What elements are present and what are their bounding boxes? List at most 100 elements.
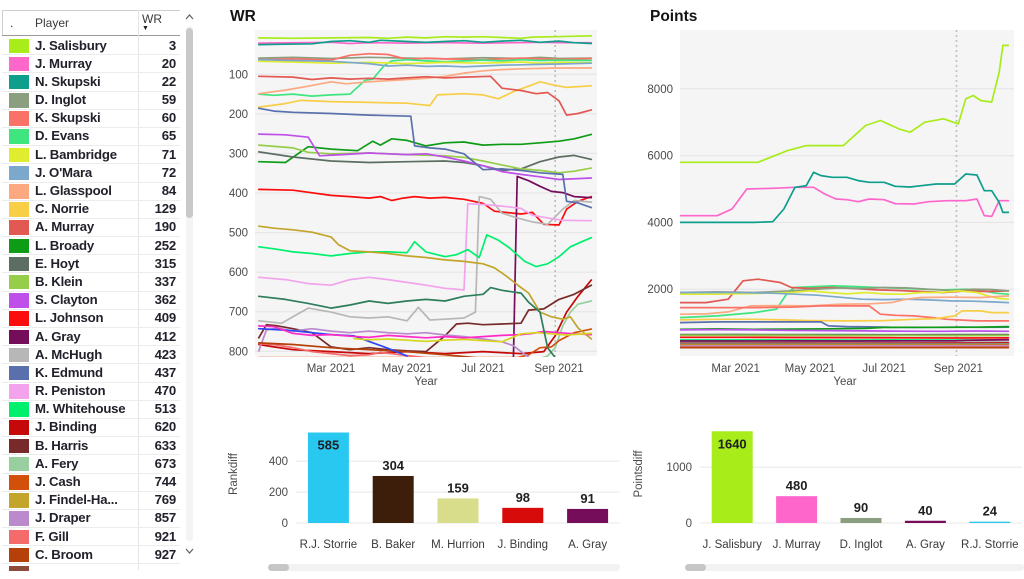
table-row[interactable]: D. Evans 65	[2, 128, 180, 147]
series-line-a-fery[interactable]	[259, 300, 593, 358]
rankdiff-scrollbar[interactable]	[268, 564, 620, 571]
series-line-c-norrie[interactable]	[257, 80, 593, 108]
bar-d-inglot[interactable]	[840, 517, 882, 523]
series-line-unnamed[interactable]	[352, 331, 593, 343]
series-line-k-skupski[interactable]	[680, 305, 1010, 322]
bar-j-salisbury[interactable]	[711, 431, 753, 523]
player-color-chip	[9, 493, 29, 508]
table-row[interactable]: K. Edmund 437	[2, 364, 180, 383]
series-line-c-norrie[interactable]	[680, 310, 1010, 322]
series-line-j-binding[interactable]	[257, 279, 593, 355]
series-line-l-johnson[interactable]	[257, 188, 593, 226]
table-row[interactable]	[2, 564, 180, 571]
scrollbar-thumb[interactable]	[186, 28, 193, 218]
series-line-j-murray[interactable]	[680, 186, 1010, 218]
series-line-l-bambridge[interactable]	[257, 60, 593, 65]
table-row[interactable]: C. Norrie 129	[2, 201, 180, 219]
series-line-j-salisbury[interactable]	[680, 44, 1010, 164]
series-line-l-broady[interactable]	[257, 133, 593, 164]
rankdiff-scrollbar-thumb[interactable]	[268, 564, 289, 571]
table-row[interactable]: L. Glasspool 84	[2, 183, 180, 201]
table-row[interactable]: J. Draper 857	[2, 510, 180, 529]
series-line-s-clayton[interactable]	[680, 328, 1010, 333]
rankdiff-bar-chart[interactable]: 0 200 400 585 R.J. Storrie 304 B. Baker 159 M. H…	[250, 420, 620, 565]
series-line-s-clayton[interactable]	[257, 133, 593, 181]
series-line-l-glasspool[interactable]	[257, 67, 593, 95]
series-line-a-murray[interactable]	[257, 75, 593, 116]
series-line-m-whitehouse[interactable]	[257, 234, 593, 268]
series-line-a-gray[interactable]	[259, 175, 593, 359]
bar-a-gray[interactable]	[904, 520, 946, 523]
table-border	[2, 10, 3, 36]
bar-r-j-storrie[interactable]	[969, 521, 1011, 523]
table-row[interactable]: J. Findel-Ha... 769	[2, 492, 180, 510]
table-row[interactable]: L. Broady 252	[2, 237, 180, 256]
table-row[interactable]: B. Harris 633	[2, 437, 180, 456]
pointsdiff-bar-chart[interactable]: 0 1000 1640 J. Salisbury 480 J. Murray 90 D. In…	[655, 420, 1024, 565]
table-row[interactable]: S. Clayton 362	[2, 292, 180, 310]
bar-j-binding[interactable]	[502, 507, 544, 523]
pointsdiff-scrollbar[interactable]	[685, 564, 1024, 571]
points-line-chart[interactable]: 2000 4000 6000 8000 Mar 2021 May 2021 Jul 2021…	[635, 26, 1024, 376]
table-row[interactable]: K. Skupski 60	[2, 110, 180, 128]
series-line-c-broom[interactable]	[257, 342, 477, 358]
column-header-player[interactable]: Player	[35, 16, 70, 30]
scroll-down-icon[interactable]	[183, 544, 196, 557]
table-row[interactable]: A. McHugh 423	[2, 346, 180, 365]
series-line-j-findel-ha-[interactable]	[257, 225, 593, 340]
scrollbar-track[interactable]	[186, 26, 193, 541]
table-row[interactable]: J. Salisbury 3	[2, 37, 180, 56]
table-row[interactable]: J. Binding 620	[2, 419, 180, 438]
bar-a-gray[interactable]	[567, 508, 609, 523]
series-line-n-skupski[interactable]	[680, 171, 1010, 224]
column-header-dot[interactable]: .	[10, 16, 14, 30]
table-scrollbar[interactable]	[183, 10, 196, 557]
scroll-up-icon[interactable]	[183, 10, 196, 23]
series-line-j-o-mara[interactable]	[680, 291, 1010, 304]
series-line-unnamed[interactable]	[257, 286, 556, 358]
table-row[interactable]: J. Murray 20	[2, 55, 180, 74]
table-row[interactable]: R. Peniston 470	[2, 383, 180, 401]
series-line-r-peniston[interactable]	[257, 202, 593, 291]
player-name: L. Johnson	[35, 310, 104, 326]
table-row[interactable]: L. Bambridge 71	[2, 146, 180, 165]
table-row[interactable]: N. Skupski 22	[2, 73, 180, 92]
wr-line-chart[interactable]: 100 200 300 400 500 600 700 800 Mar 2021 May 2021…	[210, 26, 615, 376]
bar-b-baker[interactable]	[372, 475, 414, 523]
pointsdiff-scrollbar-thumb[interactable]	[685, 564, 706, 571]
player-wr-value: 84	[161, 183, 176, 198]
series-line-d-evans[interactable]	[257, 58, 593, 97]
table-row[interactable]: A. Gray 412	[2, 328, 180, 347]
table-row[interactable]: D. Inglot 59	[2, 92, 180, 110]
series-line-k-edmund[interactable]	[257, 107, 593, 209]
bar-m-hurrion[interactable]	[437, 498, 479, 523]
series-line-l-johnson[interactable]	[680, 336, 1010, 339]
table-row[interactable]: J. O'Mara 72	[2, 164, 180, 183]
bar-r-j-storrie[interactable]	[307, 432, 349, 523]
player-color-chip	[9, 438, 29, 454]
table-row[interactable]: F. Gill 921	[2, 528, 180, 547]
table-row[interactable]: C. Broom 927	[2, 546, 180, 565]
series-line-l-glasspool[interactable]	[680, 295, 1010, 316]
table-row[interactable]: J. Cash 744	[2, 474, 180, 492]
table-row[interactable]: A. Fery 673	[2, 455, 180, 474]
table-row[interactable]: E. Hoyt 315	[2, 255, 180, 274]
series-line-b-klein[interactable]	[257, 144, 593, 174]
series-line-n-skupski[interactable]	[257, 39, 593, 46]
player-wr-value: 673	[154, 455, 177, 471]
player-color-chip	[9, 202, 29, 217]
series-line-a-mchugh[interactable]	[257, 195, 593, 325]
table-row[interactable]: B. Klein 337	[2, 273, 180, 292]
table-row[interactable]: L. Johnson 409	[2, 310, 180, 328]
bar-j-murray[interactable]	[776, 496, 818, 523]
series-line-a-gray[interactable]	[680, 338, 1010, 342]
column-header-wr[interactable]: WR ▼	[142, 12, 178, 32]
series-line-f-gill[interactable]	[257, 342, 427, 358]
series-line-j-o-mara[interactable]	[257, 58, 593, 68]
table-row[interactable]: M. Whitehouse 513	[2, 401, 180, 419]
sort-descending-icon[interactable]: ▼	[142, 25, 149, 32]
player-color-chip	[9, 274, 29, 290]
series-line-j-salisbury[interactable]	[257, 35, 593, 40]
table-row[interactable]: A. Murray 190	[2, 219, 180, 238]
series-line-unnamed[interactable]	[257, 325, 593, 339]
